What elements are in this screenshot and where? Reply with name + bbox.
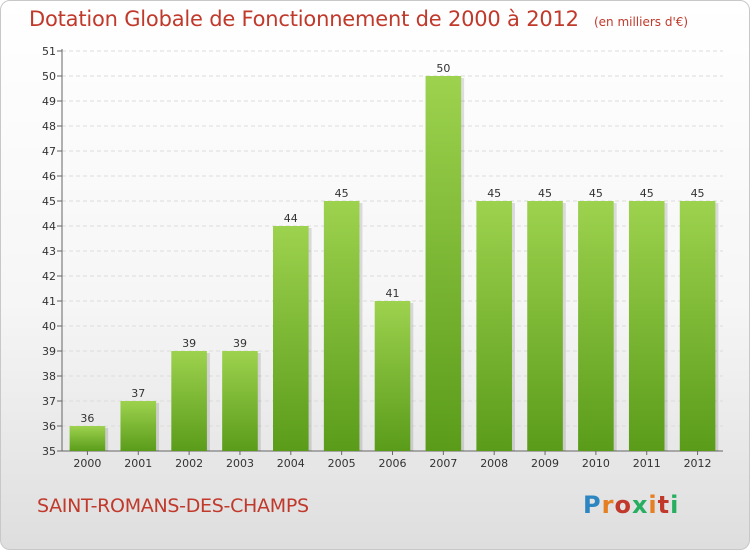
bar-2007 xyxy=(425,76,462,451)
logo-letter: i xyxy=(670,491,680,519)
bar-value-label: 44 xyxy=(284,212,298,225)
bar-value-label: 45 xyxy=(538,187,552,200)
chart-subtitle: (en milliers d'€) xyxy=(593,15,689,29)
bar-value-label: 39 xyxy=(233,337,247,350)
bar-2006 xyxy=(374,301,411,451)
bar-2000 xyxy=(69,426,106,451)
bar-2011 xyxy=(628,201,665,451)
x-tick-label: 2010 xyxy=(582,457,610,470)
x-tick-label: 2011 xyxy=(633,457,661,470)
bar-2008 xyxy=(476,201,512,451)
x-tick-label: 2006 xyxy=(379,457,407,470)
y-tick-label: 35 xyxy=(42,445,56,458)
commune-name: SAINT-ROMANS-DES-CHAMPS xyxy=(37,495,309,517)
y-tick-label: 38 xyxy=(42,370,56,383)
y-tick-label: 44 xyxy=(42,220,56,233)
bar-2005 xyxy=(323,201,360,451)
y-tick-label: 39 xyxy=(42,345,56,358)
y-tick-label: 41 xyxy=(42,295,56,308)
bar-2009 xyxy=(527,201,563,451)
bar-2003 xyxy=(222,351,258,451)
title-row: Dotation Globale de Fonctionnement de 20… xyxy=(29,7,688,31)
x-tick-label: 2012 xyxy=(684,457,712,470)
bar-value-label: 45 xyxy=(640,187,654,200)
bar-2010 xyxy=(578,201,614,451)
y-tick-label: 36 xyxy=(42,420,56,433)
logo-letter: i xyxy=(648,491,658,519)
y-tick-label: 51 xyxy=(42,45,56,58)
bar-2004 xyxy=(273,226,309,451)
y-tick-label: 49 xyxy=(42,95,56,108)
x-tick-label: 2002 xyxy=(175,457,203,470)
y-tick-label: 50 xyxy=(42,70,56,83)
logo-letter: t xyxy=(657,491,671,519)
y-tick-label: 42 xyxy=(42,270,56,283)
bar-value-label: 41 xyxy=(386,287,400,300)
x-tick-label: 2009 xyxy=(531,457,559,470)
bar-value-label: 39 xyxy=(182,337,196,350)
proxiti-logo[interactable]: Proxiti xyxy=(583,491,679,519)
y-tick-label: 47 xyxy=(42,145,56,158)
x-tick-label: 2004 xyxy=(277,457,305,470)
bar-value-label: 45 xyxy=(589,187,603,200)
bar-2012 xyxy=(679,201,716,451)
x-tick-label: 2007 xyxy=(429,457,457,470)
y-tick-label: 45 xyxy=(42,195,56,208)
logo-letter: r xyxy=(601,491,615,519)
bar-value-label: 50 xyxy=(436,62,450,75)
x-tick-label: 2000 xyxy=(73,457,101,470)
bar-value-label: 36 xyxy=(80,412,94,425)
y-tick-label: 48 xyxy=(42,120,56,133)
x-tick-label: 2003 xyxy=(226,457,254,470)
logo-letter: P xyxy=(583,491,602,519)
bar-value-label: 37 xyxy=(131,387,145,400)
x-tick-label: 2005 xyxy=(328,457,356,470)
y-tick-label: 46 xyxy=(42,170,56,183)
logo-letter: x xyxy=(631,491,649,519)
y-tick-label: 43 xyxy=(42,245,56,258)
x-tick-label: 2001 xyxy=(124,457,152,470)
bar-2001 xyxy=(120,401,157,451)
x-tick-label: 2008 xyxy=(480,457,508,470)
y-tick-label: 37 xyxy=(42,395,56,408)
bar-2002 xyxy=(171,351,207,451)
bar-value-label: 45 xyxy=(691,187,705,200)
chart-title: Dotation Globale de Fonctionnement de 20… xyxy=(29,7,579,31)
bar-value-label: 45 xyxy=(335,187,349,200)
logo-letter: o xyxy=(614,491,632,519)
y-tick-label: 40 xyxy=(42,320,56,333)
bar-value-label: 45 xyxy=(487,187,501,200)
